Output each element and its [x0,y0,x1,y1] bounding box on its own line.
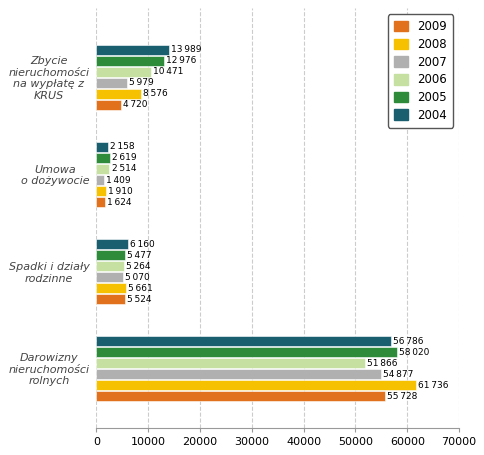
Bar [96,369,380,379]
Bar [96,89,140,99]
Bar [96,294,125,304]
Text: 5 264: 5 264 [125,262,150,271]
Text: 51 866: 51 866 [366,359,397,368]
Text: 10 471: 10 471 [152,67,183,76]
Bar [96,56,163,66]
Text: 54 877: 54 877 [382,370,412,379]
Text: 5 661: 5 661 [128,283,152,293]
Bar [96,283,125,293]
Bar [96,153,110,163]
Text: 61 736: 61 736 [418,381,448,390]
Bar [96,186,106,196]
Text: 5 070: 5 070 [124,273,149,282]
Bar [96,347,396,357]
Bar [96,67,151,77]
Legend: 2009, 2008, 2007, 2006, 2005, 2004: 2009, 2008, 2007, 2006, 2005, 2004 [387,14,452,128]
Text: 1 409: 1 409 [106,176,130,185]
Bar [96,142,107,152]
Bar [96,250,124,260]
Text: 13 989: 13 989 [170,46,201,54]
Text: 8 576: 8 576 [143,90,167,98]
Text: 55 728: 55 728 [386,392,417,401]
Bar [96,391,384,401]
Text: 2 158: 2 158 [109,142,134,152]
Bar [96,359,364,368]
Text: 2 619: 2 619 [112,153,136,162]
Text: 6 160: 6 160 [130,239,155,248]
Bar [96,164,109,174]
Text: 4 720: 4 720 [122,101,147,110]
Bar [96,336,390,346]
Text: 12 976: 12 976 [166,56,196,66]
Text: 5 979: 5 979 [129,78,154,87]
Bar [96,261,123,271]
Text: 56 786: 56 786 [392,337,423,346]
Text: 5 524: 5 524 [127,295,151,303]
Text: 5 477: 5 477 [127,251,151,259]
Bar [96,175,104,185]
Bar [96,100,121,110]
Bar [96,239,128,249]
Text: 1 624: 1 624 [106,197,131,207]
Bar [96,272,122,282]
Bar [96,380,415,390]
Text: 58 020: 58 020 [398,348,429,357]
Bar [96,45,168,55]
Text: 1 910: 1 910 [108,187,133,196]
Bar [96,197,105,207]
Bar [96,78,127,88]
Text: 2 514: 2 514 [111,165,136,173]
